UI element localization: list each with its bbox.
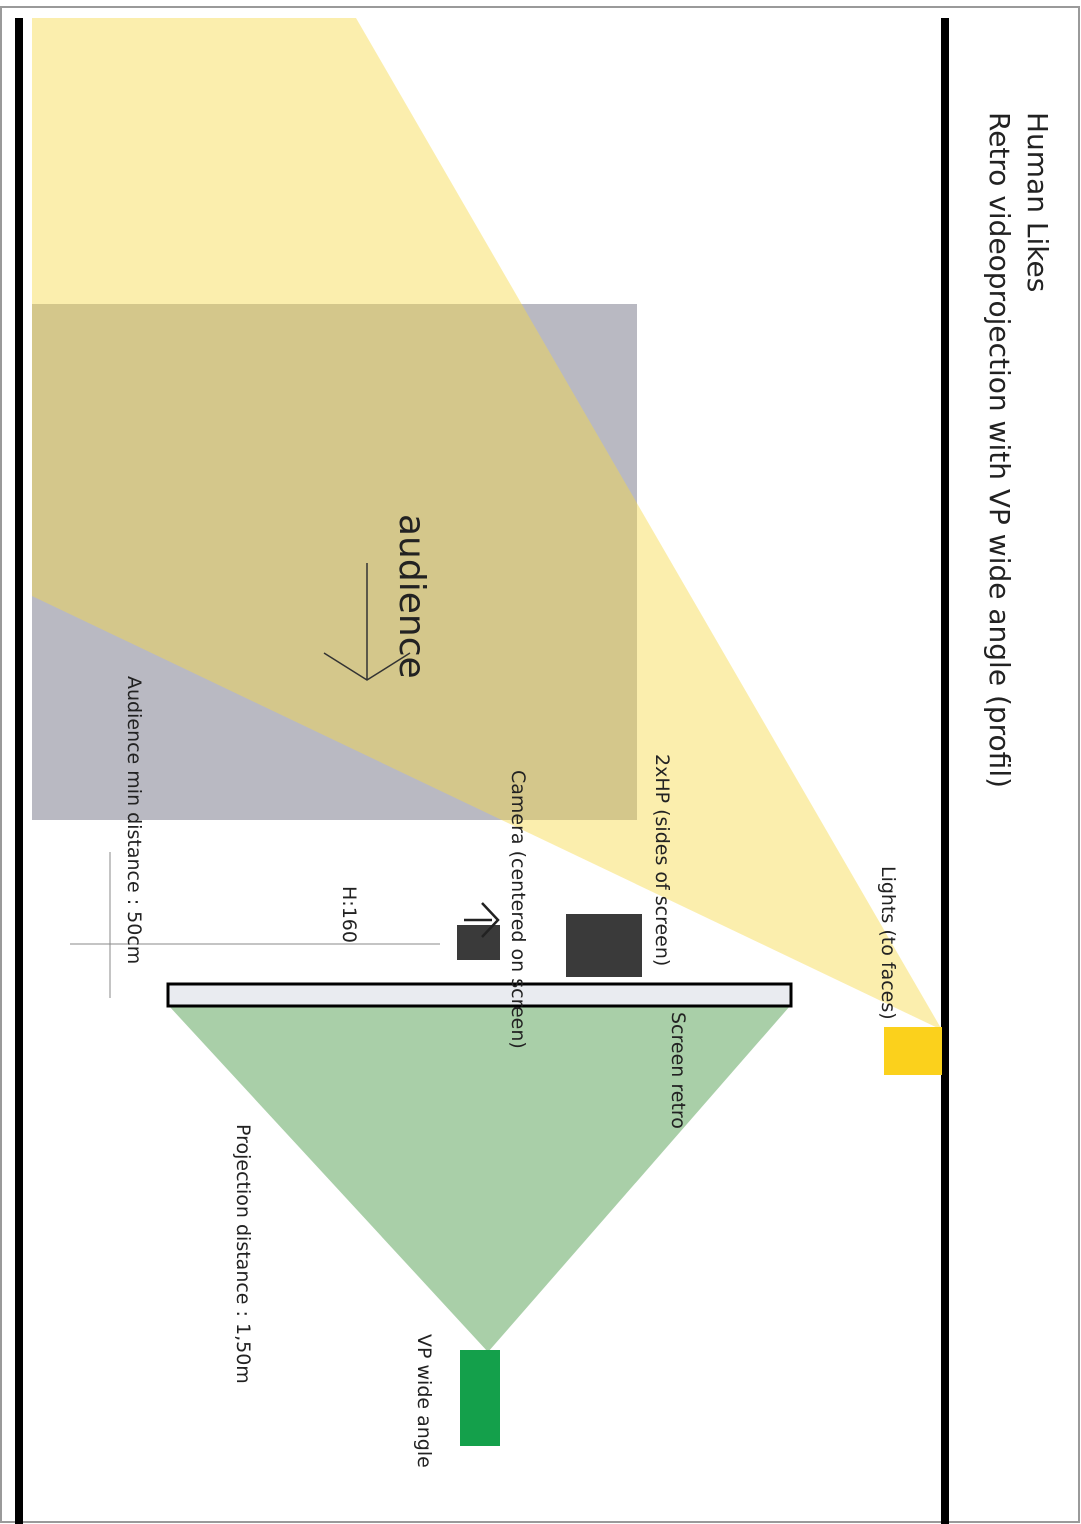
page-border — [0, 6, 1080, 1523]
projection-distance-label: Projection distance : 1,50m — [232, 1124, 254, 1384]
diagram-subtitle: Retro videoprojection with VP wide angle… — [983, 112, 1016, 788]
projection-cone — [169, 1006, 790, 1352]
floor-wall — [15, 18, 23, 1524]
speakers-box — [566, 914, 642, 977]
camera-label: Camera (centered on screen) — [507, 770, 529, 1049]
audience-arrow-head — [323, 652, 411, 681]
vp-label: VP wide angle — [413, 1334, 435, 1468]
camera-arrow-head — [481, 902, 500, 938]
audience-zone — [32, 304, 637, 820]
speakers-label: 2xHP (sides of screen) — [651, 754, 673, 966]
audience-label: audience — [391, 514, 432, 679]
audience-min-distance-label: Audience min distance : 50cm — [123, 676, 145, 964]
lights-label: Lights (to faces) — [877, 866, 899, 1020]
back-wall — [941, 18, 949, 1524]
light-beam — [32, 18, 942, 1030]
screen-label: Screen retro — [667, 1012, 689, 1129]
diagram-title: Human Likes — [1021, 112, 1054, 292]
vp-projector — [460, 1350, 500, 1446]
screen-retro — [166, 982, 793, 1008]
camera-box — [457, 925, 500, 960]
height-label: H:160 — [338, 886, 360, 943]
light-source — [884, 1027, 942, 1075]
